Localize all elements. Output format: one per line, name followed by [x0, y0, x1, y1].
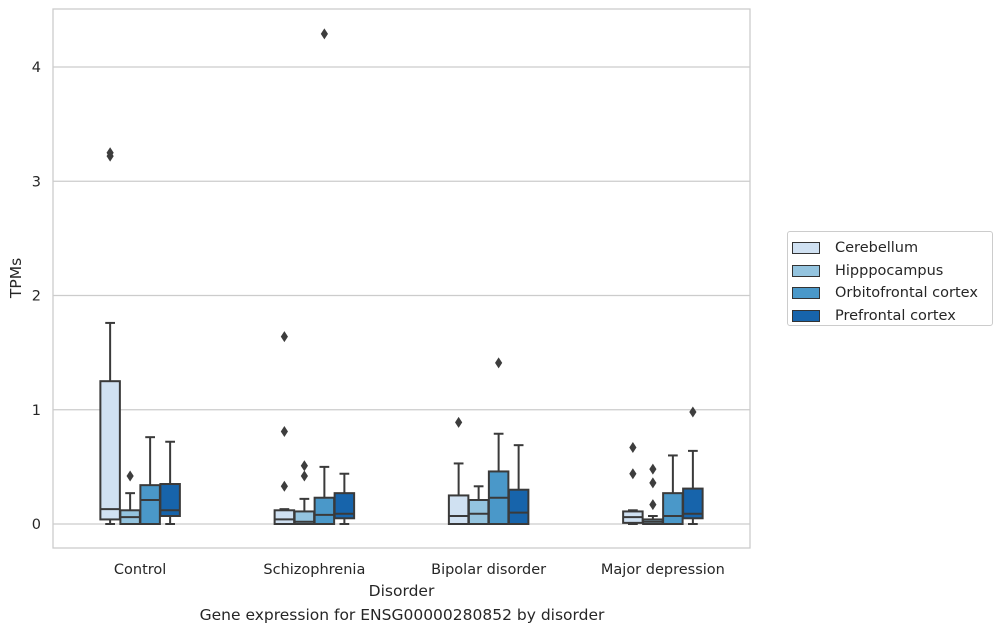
box-iqr: [333, 492, 356, 520]
box-cerebellum: [99, 147, 121, 525]
x-tick-labels: Control Schizophrenia Bipolar disorder Majo…: [114, 562, 725, 578]
outlier-point: [126, 470, 134, 482]
y-tick-label: 2: [32, 289, 41, 305]
box-iqr: [662, 492, 684, 525]
y-tick-label: 1: [32, 403, 41, 419]
legend-item: Prefrontal cortex: [792, 305, 992, 328]
legend-item: Orbitofrontal cortex: [792, 282, 992, 305]
box-iqr: [99, 380, 121, 521]
box-hipppocampus: [293, 460, 316, 525]
outlier-point: [320, 28, 328, 40]
box-cerebellum: [447, 416, 470, 525]
outlier-point: [280, 331, 288, 343]
y-tick-label: 0: [32, 517, 41, 533]
box-prefrontal-cortex: [682, 406, 704, 525]
outlier-point: [300, 460, 308, 472]
outlier-point: [649, 463, 657, 475]
legend-label: Hipppocampus: [835, 262, 944, 279]
box-iqr: [467, 499, 490, 526]
y-tick-label: 4: [32, 60, 41, 76]
x-tick-label: Control: [114, 562, 166, 578]
outlier-point: [300, 470, 308, 482]
box-iqr: [507, 488, 530, 526]
legend-swatch: [792, 242, 820, 255]
outlier-point: [689, 406, 697, 418]
outlier-point: [649, 477, 657, 489]
x-tick-label: Major depression: [601, 562, 725, 578]
legend-label: Cerebellum: [835, 240, 919, 257]
outlier-point: [455, 416, 463, 428]
legend: Cerebellum Hipppocampus Orbitofrontal cort…: [787, 231, 993, 326]
outlier-point: [280, 425, 288, 437]
outlier-point: [629, 441, 637, 453]
x-tick-label: Bipolar disorder: [431, 562, 546, 578]
x-tick-label: Schizophrenia: [263, 562, 365, 578]
chart-caption: Gene expression for ENSG00000280852 by d…: [199, 606, 605, 624]
box-iqr: [682, 487, 704, 520]
gridlines: [53, 66, 750, 525]
outlier-point: [106, 147, 114, 159]
box-prefrontal-cortex: [507, 444, 530, 526]
box-orbitofrontal-cortex: [487, 357, 510, 526]
y-axis-label: TPMs: [7, 258, 25, 299]
legend-label: Orbitofrontal cortex: [835, 285, 978, 302]
legend-item: Hipppocampus: [792, 260, 992, 283]
box-cerebellum: [273, 331, 296, 526]
y-tick-labels: 0 1 2 3 4: [32, 60, 41, 533]
box-prefrontal-cortex: [333, 472, 356, 525]
box-hipppocampus: [119, 470, 141, 526]
box-iqr: [273, 509, 296, 526]
legend-swatch: [792, 287, 820, 300]
box-hipppocampus: [467, 485, 490, 526]
outlier-point: [495, 357, 503, 369]
legend-label: Prefrontal cortex: [835, 308, 956, 325]
box-orbitofrontal-cortex: [139, 436, 161, 525]
outlier-point: [629, 468, 637, 480]
box-iqr: [447, 494, 470, 525]
box-iqr: [159, 483, 181, 518]
box-hipppocampus: [642, 463, 664, 525]
box-cerebellum: [622, 441, 644, 525]
box-orbitofrontal-cortex: [313, 28, 336, 526]
plot-frame: [52, 8, 751, 549]
legend-swatch: [792, 310, 820, 323]
x-axis-label: Disorder: [369, 582, 435, 600]
box-iqr: [139, 484, 161, 525]
box-orbitofrontal-cortex: [662, 454, 684, 525]
outlier-point: [280, 480, 288, 492]
outlier-point: [649, 499, 657, 511]
boxes: [99, 28, 704, 526]
legend-swatch: [792, 264, 820, 277]
box-prefrontal-cortex: [159, 440, 181, 525]
legend-item: Cerebellum: [792, 237, 992, 260]
y-tick-label: 3: [32, 174, 41, 190]
box-iqr: [313, 496, 336, 526]
